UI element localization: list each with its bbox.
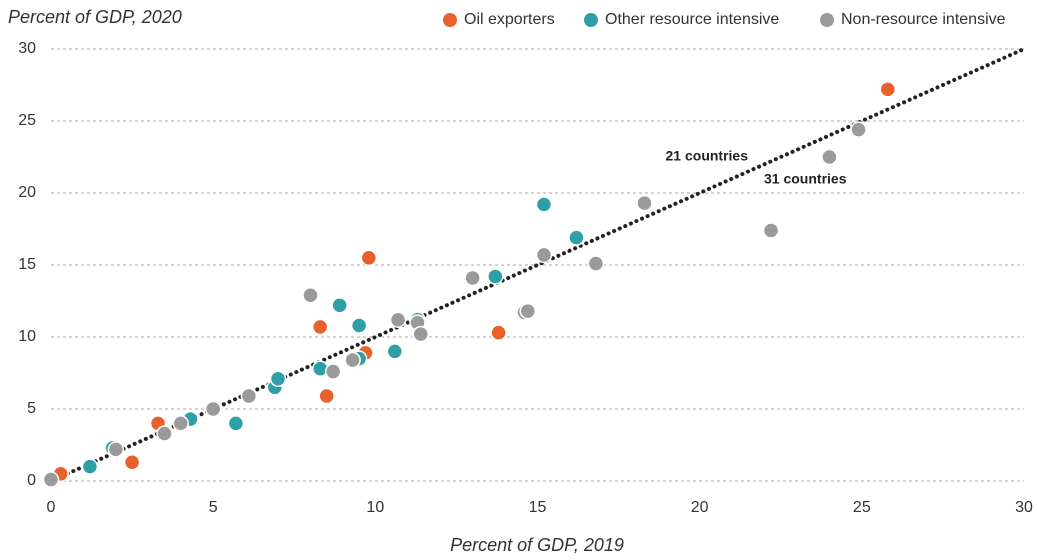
point (302, 286, 319, 304)
point (156, 425, 173, 442)
legend-marker (443, 13, 457, 27)
point (311, 318, 329, 336)
point (318, 387, 335, 405)
point (227, 415, 245, 432)
point (490, 324, 507, 341)
annotation: 21 countries (666, 148, 749, 164)
annotation: 31 countries (764, 171, 847, 187)
legend-label: Other resource intensive (605, 11, 779, 28)
point (360, 249, 378, 267)
point (636, 194, 653, 212)
x-tick-label: 10 (366, 499, 384, 516)
point (879, 81, 897, 98)
point (535, 196, 553, 213)
point (487, 268, 504, 285)
point (240, 387, 258, 405)
legend-label: Non-resource intensive (841, 11, 1006, 28)
point (762, 222, 780, 239)
legend-label: Oil exporters (464, 11, 555, 28)
point (568, 229, 585, 246)
x-tick-label: 0 (47, 499, 56, 516)
y-tick-label: 25 (18, 112, 36, 129)
point (464, 269, 481, 287)
y-tick-label: 30 (18, 40, 36, 57)
legend-marker (584, 13, 598, 27)
point (389, 311, 407, 328)
point (344, 351, 361, 369)
y-tick-label: 0 (27, 472, 36, 489)
point (107, 441, 125, 458)
point (42, 471, 60, 488)
y-tick-label: 10 (18, 328, 36, 345)
y-tick-label: 15 (18, 256, 36, 273)
point (535, 246, 553, 264)
point (587, 255, 605, 272)
point (123, 454, 141, 471)
point (350, 317, 368, 334)
point (386, 343, 404, 360)
point (519, 302, 537, 320)
point (412, 325, 429, 343)
x-axis-label: Percent of GDP, 2019 (450, 535, 624, 555)
point (821, 148, 838, 166)
y-tick-label: 20 (18, 184, 36, 201)
x-tick-label: 20 (691, 499, 709, 516)
x-tick-label: 15 (529, 499, 547, 516)
x-tick-label: 5 (209, 499, 218, 516)
y-tick-label: 5 (27, 400, 36, 417)
x-tick-label: 30 (1015, 499, 1033, 516)
point (81, 458, 99, 475)
legend-marker (820, 13, 834, 27)
x-tick-label: 25 (853, 499, 871, 516)
point (269, 370, 287, 388)
point (850, 121, 867, 138)
point (324, 363, 342, 380)
point (331, 297, 348, 314)
point (172, 415, 189, 432)
point (204, 400, 222, 418)
y-axis-label: Percent of GDP, 2020 (8, 7, 182, 27)
